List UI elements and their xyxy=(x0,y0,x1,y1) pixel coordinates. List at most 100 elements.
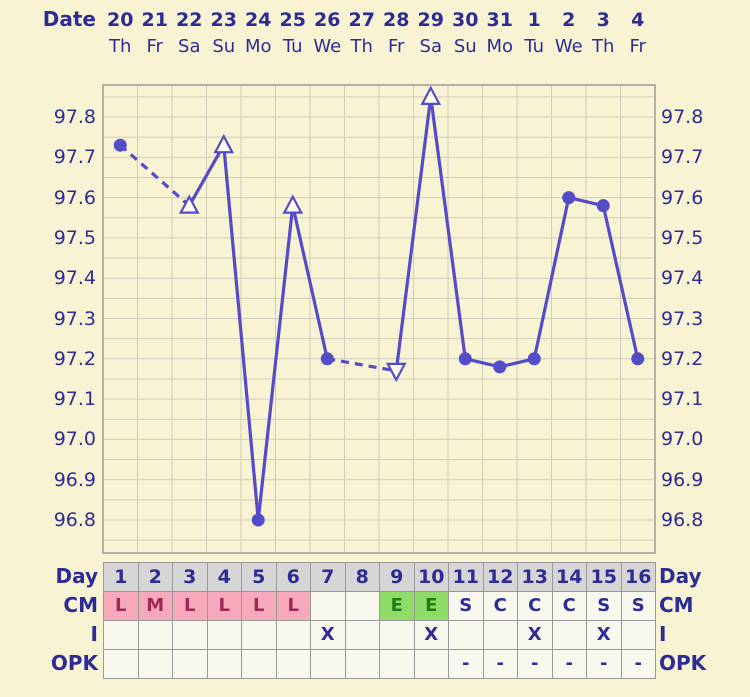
cm-cell-day-16[interactable]: S xyxy=(621,592,656,621)
cm-cell-day-6[interactable]: L xyxy=(276,592,311,621)
opk-cell-day-10[interactable] xyxy=(414,650,449,679)
i-cell-day-9[interactable] xyxy=(380,621,415,650)
cm-cell-day-2[interactable]: M xyxy=(138,592,173,621)
day-cell-day-13[interactable]: 13 xyxy=(518,563,553,592)
day-cell-day-3[interactable]: 3 xyxy=(173,563,208,592)
cm-cell-day-10[interactable]: E xyxy=(414,592,449,621)
cm-cell-day-8[interactable] xyxy=(345,592,380,621)
y-tick-left-97.1: 97.1 xyxy=(53,388,96,411)
temp-point-day-4-triangle-up[interactable] xyxy=(213,133,235,154)
weekday-col-13: Tu xyxy=(524,36,545,57)
y-tick-right-97.2: 97.2 xyxy=(661,347,704,370)
day-cell-day-11[interactable]: 11 xyxy=(449,563,484,592)
temp-point-day-9-triangle-down[interactable] xyxy=(385,362,407,383)
y-tick-left-97.7: 97.7 xyxy=(53,146,96,169)
weekday-col-1: Th xyxy=(109,36,132,57)
temp-point-day-7[interactable] xyxy=(320,352,334,366)
date-col-5: 24 xyxy=(245,9,272,31)
day-cell-day-8[interactable]: 8 xyxy=(345,563,380,592)
temp-point-day-15[interactable] xyxy=(596,199,610,213)
weekday-col-5: Mo xyxy=(244,36,272,57)
temp-point-day-1[interactable] xyxy=(113,138,127,152)
y-tick-left-97.2: 97.2 xyxy=(53,347,96,370)
weekday-col-2: Fr xyxy=(146,36,163,57)
date-col-14: 2 xyxy=(562,9,576,31)
date-col-15: 3 xyxy=(596,9,610,31)
day-cell-day-14[interactable]: 14 xyxy=(552,563,587,592)
i-cell-day-8[interactable] xyxy=(345,621,380,650)
day-cell-day-9[interactable]: 9 xyxy=(380,563,415,592)
opk-cell-day-8[interactable] xyxy=(345,650,380,679)
cm-cell-day-11[interactable]: S xyxy=(449,592,484,621)
i-cell-day-15[interactable]: X xyxy=(587,621,622,650)
temp-point-day-6-triangle-up[interactable] xyxy=(282,194,304,214)
opk-cell-day-15[interactable]: - xyxy=(587,650,622,679)
i-cell-day-7[interactable]: X xyxy=(311,621,346,650)
row-label-left-i: I xyxy=(90,622,98,646)
i-cell-day-2[interactable] xyxy=(138,621,173,650)
opk-cell-day-7[interactable] xyxy=(311,650,346,679)
day-cell-day-15[interactable]: 15 xyxy=(587,563,622,592)
cm-cell-day-13[interactable]: C xyxy=(518,592,553,621)
cm-cell-day-15[interactable]: S xyxy=(587,592,622,621)
y-tick-left-97.6: 97.6 xyxy=(53,186,96,209)
cm-cell-day-3[interactable]: L xyxy=(173,592,208,621)
opk-cell-day-2[interactable] xyxy=(138,650,173,679)
i-cell-day-3[interactable] xyxy=(173,621,208,650)
opk-cell-day-9[interactable] xyxy=(380,650,415,679)
temp-point-day-14[interactable] xyxy=(562,191,576,205)
day-cell-day-10[interactable]: 10 xyxy=(414,563,449,592)
day-cell-day-4[interactable]: 4 xyxy=(207,563,242,592)
i-cell-day-14[interactable] xyxy=(552,621,587,650)
i-cell-day-11[interactable] xyxy=(449,621,484,650)
opk-cell-day-4[interactable] xyxy=(207,650,242,679)
temp-point-day-16[interactable] xyxy=(631,352,645,366)
opk-cell-day-11[interactable]: - xyxy=(449,650,484,679)
i-cell-day-5[interactable] xyxy=(242,621,277,650)
opk-cell-day-5[interactable] xyxy=(242,650,277,679)
i-cell-day-1[interactable] xyxy=(104,621,139,650)
cm-cell-day-9[interactable]: E xyxy=(380,592,415,621)
day-cell-day-1[interactable]: 1 xyxy=(104,563,139,592)
day-cell-day-12[interactable]: 12 xyxy=(483,563,518,592)
cm-cell-day-4[interactable]: L xyxy=(207,592,242,621)
cm-cell-day-12[interactable]: C xyxy=(483,592,518,621)
opk-cell-day-3[interactable] xyxy=(173,650,208,679)
date-col-11: 30 xyxy=(452,9,479,31)
temp-segment xyxy=(187,144,226,207)
opk-cell-day-16[interactable]: - xyxy=(621,650,656,679)
y-tick-right-97.7: 97.7 xyxy=(661,146,704,169)
day-cell-day-5[interactable]: 5 xyxy=(242,563,277,592)
day-cell-day-16[interactable]: 16 xyxy=(621,563,656,592)
opk-cell-day-6[interactable] xyxy=(276,650,311,679)
y-tick-right-96.9: 96.9 xyxy=(661,468,704,491)
i-cell-day-6[interactable] xyxy=(276,621,311,650)
cm-cell-day-14[interactable]: C xyxy=(552,592,587,621)
i-cell-day-10[interactable]: X xyxy=(414,621,449,650)
date-col-9: 28 xyxy=(383,9,410,31)
temp-point-day-12[interactable] xyxy=(493,360,507,374)
temp-point-day-10-triangle-up[interactable] xyxy=(420,85,442,105)
day-cell-day-7[interactable]: 7 xyxy=(311,563,346,592)
cm-cell-day-5[interactable]: L xyxy=(242,592,277,621)
temp-segment xyxy=(256,205,295,521)
day-cell-day-2[interactable]: 2 xyxy=(138,563,173,592)
temp-segment xyxy=(222,145,260,521)
i-cell-day-13[interactable]: X xyxy=(518,621,553,650)
opk-cell-day-12[interactable]: - xyxy=(483,650,518,679)
date-col-6: 25 xyxy=(279,9,306,31)
temp-point-day-13[interactable] xyxy=(527,352,541,366)
opk-cell-day-1[interactable] xyxy=(104,650,139,679)
i-cell-day-12[interactable] xyxy=(483,621,518,650)
day-cell-day-6[interactable]: 6 xyxy=(276,563,311,592)
opk-cell-day-13[interactable]: - xyxy=(518,650,553,679)
cm-cell-day-1[interactable]: L xyxy=(104,592,139,621)
cm-cell-day-7[interactable] xyxy=(311,592,346,621)
opk-cell-day-14[interactable]: - xyxy=(552,650,587,679)
i-cell-day-4[interactable] xyxy=(207,621,242,650)
temp-point-day-3-triangle-up[interactable] xyxy=(178,194,200,214)
temp-point-day-5[interactable] xyxy=(251,513,265,527)
temp-point-day-11[interactable] xyxy=(458,352,472,366)
i-cell-day-16[interactable] xyxy=(621,621,656,650)
